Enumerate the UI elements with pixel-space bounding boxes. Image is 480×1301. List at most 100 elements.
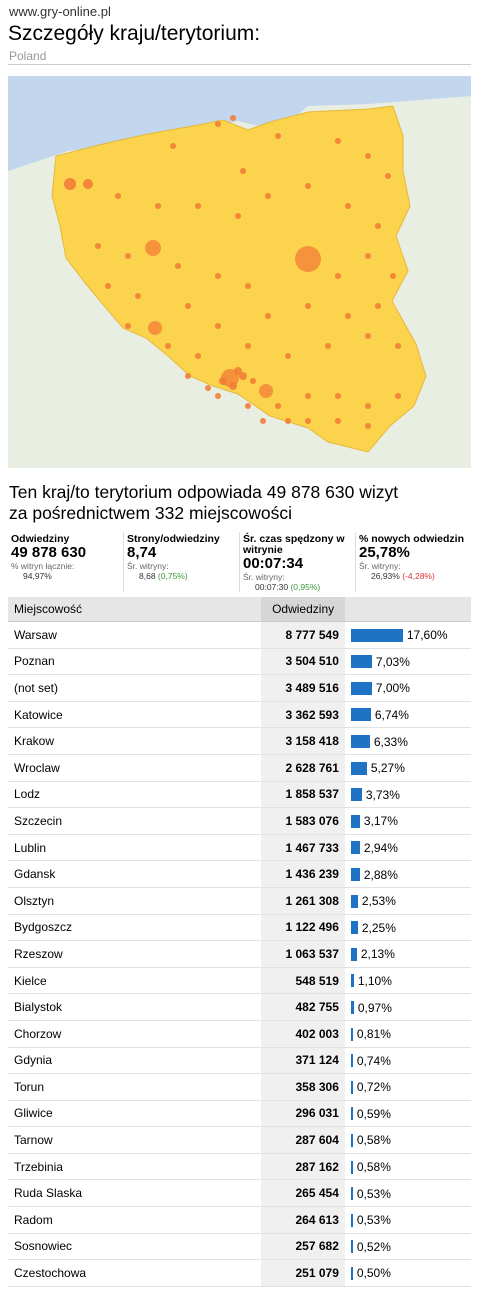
city-marker[interactable] [229,382,237,390]
city-marker[interactable] [125,323,131,329]
city-name[interactable]: Olsztyn [8,887,262,915]
city-marker[interactable] [148,321,162,335]
table-row[interactable]: Katowice 3 362 593 6,74% [8,701,471,729]
city-marker[interactable] [365,403,371,409]
city-marker[interactable] [265,193,271,199]
city-marker[interactable] [335,273,341,279]
city-marker[interactable] [155,203,161,209]
city-name[interactable]: Gliwice [8,1100,262,1128]
city-marker[interactable] [125,253,131,259]
city-marker[interactable] [295,246,321,272]
city-marker[interactable] [185,373,191,379]
city-marker[interactable] [135,293,141,299]
table-row[interactable]: Lodz 1 858 537 3,73% [8,781,471,809]
table-row[interactable]: Rzeszow 1 063 537 2,13% [8,940,471,968]
city-marker[interactable] [235,213,241,219]
table-row[interactable]: Sosnowiec 257 682 0,52% [8,1233,471,1261]
city-name[interactable]: Poznan [8,648,262,676]
city-marker[interactable] [305,303,311,309]
city-marker[interactable] [195,353,201,359]
table-row[interactable]: Ruda Slaska 265 454 0,53% [8,1179,471,1208]
metric-pages-per-visit[interactable]: Strony/odwiedziny 8,74 Śr. witryny: 8,68… [124,532,240,592]
table-row[interactable]: Bialystok 482 755 0,97% [8,993,471,1021]
city-marker[interactable] [285,418,291,424]
city-marker[interactable] [395,343,401,349]
city-marker[interactable] [335,393,341,399]
table-row[interactable]: Gdynia 371 124 0,74% [8,1047,471,1075]
city-name[interactable]: Bydgoszcz [8,914,262,942]
city-marker[interactable] [285,353,291,359]
table-row[interactable]: Gdansk 1 436 239 2,88% [8,860,471,888]
column-header-city[interactable]: Miejscowość [8,597,262,622]
table-row[interactable]: Czestochowa 251 079 0,50% [8,1259,471,1287]
table-row[interactable]: Kielce 548 519 1,10% [8,967,471,995]
city-marker[interactable] [250,378,256,384]
city-name[interactable]: Trzebinia [8,1153,262,1181]
city-name[interactable]: Katowice [8,701,262,729]
city-marker[interactable] [385,173,391,179]
city-marker[interactable] [305,183,311,189]
table-row[interactable]: Szczecin 1 583 076 3,17% [8,807,471,835]
city-marker[interactable] [345,313,351,319]
city-marker[interactable] [260,418,266,424]
city-marker[interactable] [345,203,351,209]
city-marker[interactable] [390,273,396,279]
city-marker[interactable] [195,203,201,209]
city-marker[interactable] [239,372,247,380]
city-name[interactable]: Szczecin [8,807,262,835]
city-marker[interactable] [375,303,381,309]
city-marker[interactable] [325,343,331,349]
city-marker[interactable] [265,313,271,319]
city-marker[interactable] [215,393,221,399]
table-row[interactable]: Poznan 3 504 510 7,03% [8,648,471,676]
table-row[interactable]: Trzebinia 287 162 0,58% [8,1153,471,1181]
city-marker[interactable] [275,403,281,409]
city-name[interactable]: Czestochowa [8,1259,262,1287]
city-marker[interactable] [234,367,242,375]
table-row[interactable]: Krakow 3 158 418 6,33% [8,727,471,755]
table-row[interactable]: Bydgoszcz 1 122 496 2,25% [8,914,471,942]
table-row[interactable]: Olsztyn 1 261 308 2,53% [8,887,471,915]
city-marker[interactable] [185,303,191,309]
city-marker[interactable] [115,193,121,199]
metric-visits[interactable]: Odwiedziny 49 878 630 % witryn łącznie: … [8,532,124,592]
city-marker[interactable] [215,121,221,127]
table-row[interactable]: Torun 358 306 0,72% [8,1073,471,1101]
metric-avg-time[interactable]: Śr. czas spędzony w witrynie 00:07:34 Śr… [240,532,356,592]
city-marker[interactable] [375,223,381,229]
city-marker[interactable] [335,418,341,424]
column-header-visits[interactable]: Odwiedziny [261,597,345,622]
city-marker[interactable] [219,377,227,385]
city-marker[interactable] [335,138,341,144]
table-row[interactable]: Tarnow 287 604 0,58% [8,1126,471,1154]
city-marker[interactable] [245,343,251,349]
table-row[interactable]: Chorzow 402 003 0,81% [8,1020,471,1048]
city-marker[interactable] [275,133,281,139]
city-name[interactable]: Bialystok [8,993,262,1021]
city-name[interactable]: Warsaw [8,621,262,649]
city-name[interactable]: Lublin [8,834,262,862]
city-marker[interactable] [95,243,101,249]
city-name[interactable]: Tarnow [8,1126,262,1154]
city-marker[interactable] [365,153,371,159]
city-marker[interactable] [175,263,181,269]
city-name[interactable]: Rzeszow [8,940,262,968]
city-name[interactable]: Radom [8,1206,262,1234]
city-marker[interactable] [205,385,211,391]
table-row[interactable]: Lublin 1 467 733 2,94% [8,834,471,862]
table-row[interactable]: Wroclaw 2 628 761 5,27% [8,754,471,782]
city-name[interactable]: Kielce [8,967,262,995]
city-marker[interactable] [145,240,161,256]
city-marker[interactable] [64,178,76,190]
city-marker[interactable] [165,343,171,349]
city-marker[interactable] [245,403,251,409]
city-marker[interactable] [365,333,371,339]
city-marker[interactable] [365,423,371,429]
city-marker[interactable] [259,384,273,398]
table-row[interactable]: Radom 264 613 0,53% [8,1206,471,1234]
city-name[interactable]: Krakow [8,727,262,755]
city-name[interactable]: Lodz [8,781,262,809]
city-marker[interactable] [305,418,311,424]
city-marker[interactable] [240,168,246,174]
city-marker[interactable] [365,253,371,259]
